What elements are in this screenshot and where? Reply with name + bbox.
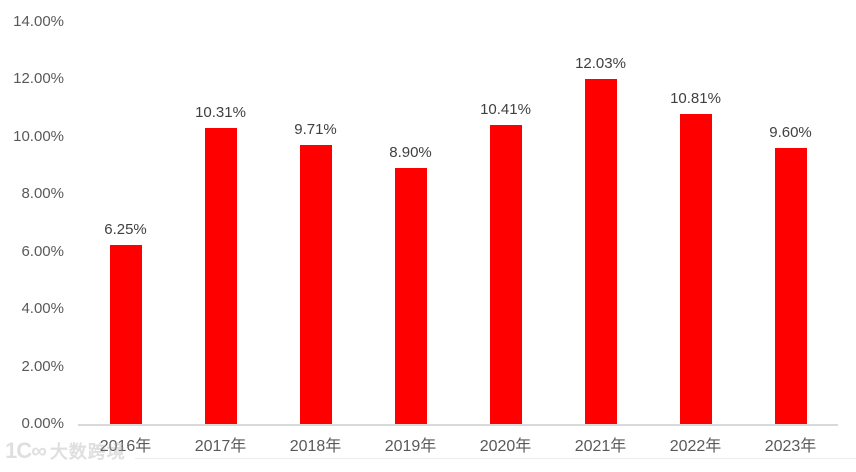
y-axis-tick-label: 14.00% [13,13,64,30]
y-axis-tick-label: 8.00% [21,185,64,203]
y-axis-tick-label: 12.00% [13,70,64,88]
page-divider-line [135,458,856,459]
plot-area: 6.25% 2016年 10.31% 2017年 9.71% 2018年 8.90% 2019… [78,22,838,455]
x-axis-category-label: 2017年 [194,438,247,455]
data-label: 10.81% [670,89,721,107]
bar-2021年 [584,78,617,424]
x-axis-category-label: 2018年 [289,438,342,455]
dashu-logo-icon: 1C∞ [5,438,47,463]
data-label: 9.60% [769,124,812,142]
bar-2020年 [489,125,522,424]
y-axis-tick-label: 10.00% [13,127,64,145]
bar-2018年 [299,145,332,424]
bar-2016年 [109,244,142,424]
x-axis-category-label: 2016年 [99,438,152,455]
x-axis-category-label: 2020年 [479,438,532,455]
data-label: 10.31% [195,103,246,121]
bar-slot: 6.25% 2016年 [78,22,173,455]
y-axis: 0.00% 2.00% 4.00% 6.00% 8.00% 10.00% 12.00% 14.… [0,0,66,472]
data-label: 12.03% [575,54,626,72]
bar-slot: 12.03% 2021年 [553,22,648,455]
watermark: 1C∞ 大数跨境 [5,438,126,464]
bar-slot: 8.90% 2019年 [363,22,458,455]
bar-slot: 10.31% 2017年 [173,22,268,455]
x-axis-category-label: 2021年 [574,438,627,455]
bar-2022年 [679,113,712,424]
bar-slot: 10.41% 2020年 [458,22,553,455]
data-label: 8.90% [389,144,432,162]
bar-slot: 9.71% 2018年 [268,22,363,455]
bar-slot: 10.81% 2022年 [648,22,743,455]
bar-slot: 9.60% 2023年 [743,22,838,455]
bar-2023年 [774,148,807,424]
y-axis-tick-label: 4.00% [21,300,64,318]
y-axis-tick-label: 0.00% [21,415,64,432]
y-axis-tick-label: 2.00% [21,357,64,375]
data-label: 6.25% [104,220,147,238]
x-axis-category-label: 2019年 [384,438,437,455]
y-axis-tick-label: 6.00% [21,242,64,260]
watermark-brand-text: 大数跨境 [49,442,126,462]
data-label: 10.41% [480,101,531,119]
bar-2019年 [394,168,427,424]
x-axis-category-label: 2023年 [764,438,817,455]
data-label: 9.71% [294,121,337,139]
bar-2017年 [204,127,237,424]
x-axis-category-label: 2022年 [669,438,722,455]
